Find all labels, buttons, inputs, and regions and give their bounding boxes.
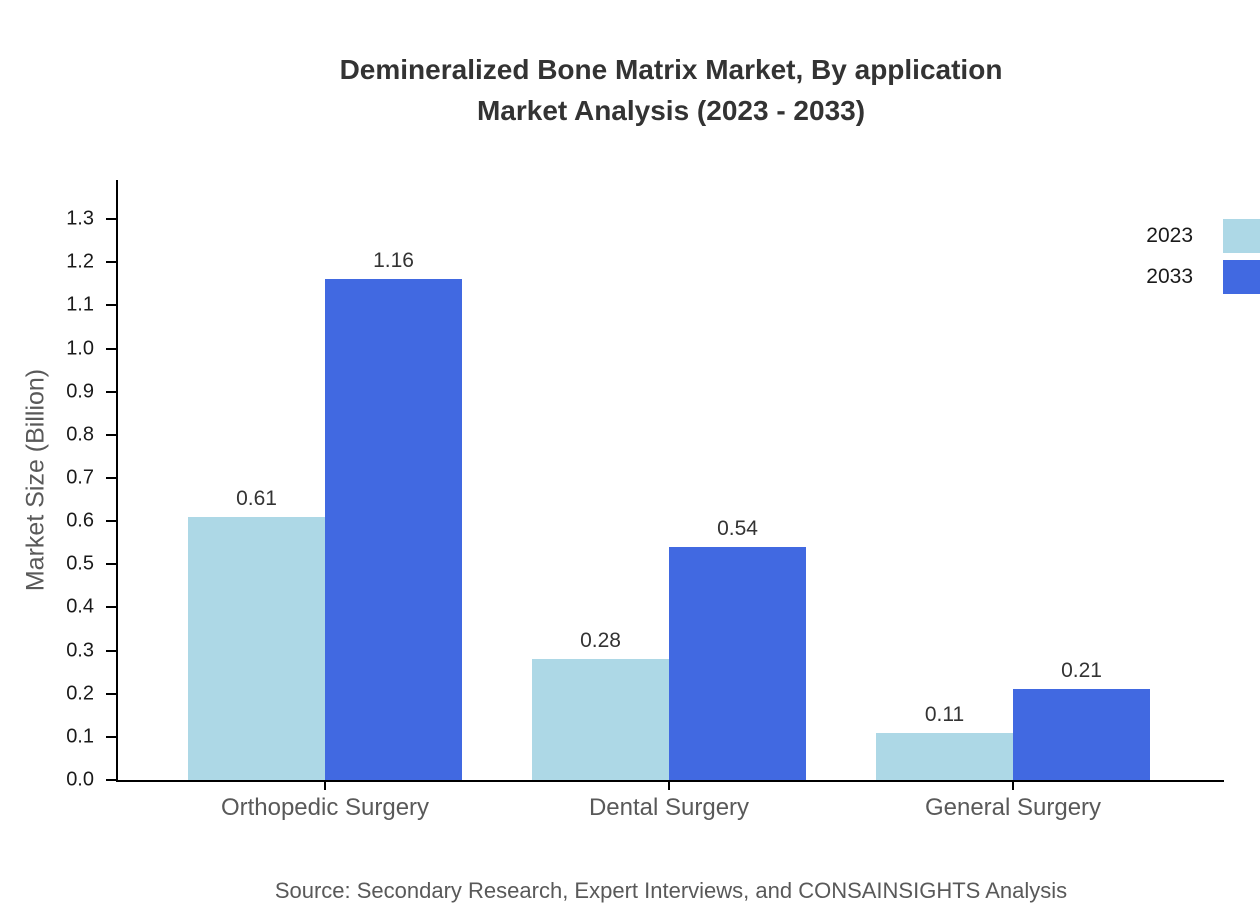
y-axis-line bbox=[116, 180, 118, 782]
x-axis-line bbox=[116, 780, 1224, 782]
y-tick-label-0.5: 0.5 bbox=[66, 552, 94, 575]
y-tick-0.6 bbox=[106, 520, 116, 523]
legend-row-2033: 2033 bbox=[1146, 260, 1260, 294]
x-tick-orthopedic-surgery bbox=[324, 780, 326, 790]
bar-value-2033-orthopedic-surgery: 1.16 bbox=[373, 249, 414, 273]
y-tick-0.1 bbox=[106, 735, 116, 738]
bar-2033-orthopedic-surgery bbox=[325, 279, 462, 780]
y-tick-label-1.3: 1.3 bbox=[66, 207, 94, 230]
y-tick-1.3 bbox=[106, 218, 116, 221]
y-tick-label-0.9: 0.9 bbox=[66, 380, 94, 403]
y-tick-0.7 bbox=[106, 476, 116, 479]
x-category-label-dental-surgery: Dental Surgery bbox=[588, 794, 750, 821]
legend-row-2023: 2023 bbox=[1146, 219, 1260, 253]
y-tick-label-1.1: 1.1 bbox=[66, 293, 94, 316]
bar-2033-general-surgery bbox=[1013, 689, 1150, 780]
y-tick-1.1 bbox=[106, 304, 116, 307]
bar-2023-dental-surgery bbox=[532, 659, 669, 780]
y-tick-label-0.0: 0.0 bbox=[66, 768, 94, 791]
y-tick-label-1.2: 1.2 bbox=[66, 250, 94, 273]
chart-title-line2: Market Analysis (2023 - 2033) bbox=[476, 95, 866, 126]
legend-label-2033: 2033 bbox=[1146, 265, 1193, 288]
bar-value-2033-dental-surgery: 0.54 bbox=[717, 517, 758, 540]
y-tick-label-0.7: 0.7 bbox=[66, 466, 94, 489]
y-tick-0.2 bbox=[106, 692, 116, 695]
y-tick-label-0.1: 0.1 bbox=[66, 725, 94, 748]
bar-value-2023-general-surgery: 0.11 bbox=[924, 702, 965, 726]
bar-2023-orthopedic-surgery bbox=[188, 516, 325, 780]
legend-swatch-2033 bbox=[1223, 260, 1260, 294]
source-note: Source: Secondary Research, Expert Inter… bbox=[274, 878, 1068, 903]
x-tick-dental-surgery bbox=[668, 780, 670, 790]
bar-2033-dental-surgery bbox=[669, 547, 806, 780]
y-tick-label-1.0: 1.0 bbox=[66, 337, 94, 359]
bar-value-2033-general-surgery: 0.21 bbox=[1061, 659, 1102, 683]
y-tick-label-0.4: 0.4 bbox=[66, 595, 94, 618]
chart-title-line1: Demineralized Bone Matrix Market, By app… bbox=[339, 54, 1003, 85]
y-tick-0.8 bbox=[106, 433, 116, 436]
chart-title: Demineralized Bone Matrix Market, By app… bbox=[118, 49, 1224, 131]
y-tick-0.4 bbox=[106, 606, 116, 609]
x-category-label-orthopedic-surgery: Orthopedic Surgery bbox=[220, 794, 430, 821]
y-tick-0.3 bbox=[106, 649, 116, 652]
y-tick-label-0.3: 0.3 bbox=[66, 639, 94, 662]
y-tick-1.0 bbox=[106, 347, 116, 350]
x-category-label-general-surgery: General Surgery bbox=[924, 794, 1102, 821]
legend-label-2023: 2023 bbox=[1146, 224, 1193, 247]
bar-value-2023-dental-surgery: 0.28 bbox=[580, 629, 621, 653]
y-tick-label-0.2: 0.2 bbox=[66, 682, 94, 705]
y-tick-1.2 bbox=[106, 261, 116, 264]
y-tick-0.5 bbox=[106, 563, 116, 566]
legend: 2023 2033 bbox=[1146, 219, 1260, 294]
y-tick-0.9 bbox=[106, 390, 116, 393]
bar-value-2023-orthopedic-surgery: 0.61 bbox=[236, 486, 277, 510]
bar-2023-general-surgery bbox=[876, 732, 1013, 780]
legend-swatch-2023 bbox=[1223, 219, 1260, 253]
plot-area: 0.0 0.1 0.2 0.3 0.4 0.5 0.6 0.7 0.8 0.9 1.0 1.1 1.2 1… bbox=[66, 180, 1224, 821]
y-tick-label-0.6: 0.6 bbox=[66, 509, 94, 532]
y-tick-label-0.8: 0.8 bbox=[66, 423, 94, 446]
y-tick-0.0 bbox=[106, 779, 116, 781]
x-tick-general-surgery bbox=[1012, 780, 1014, 790]
